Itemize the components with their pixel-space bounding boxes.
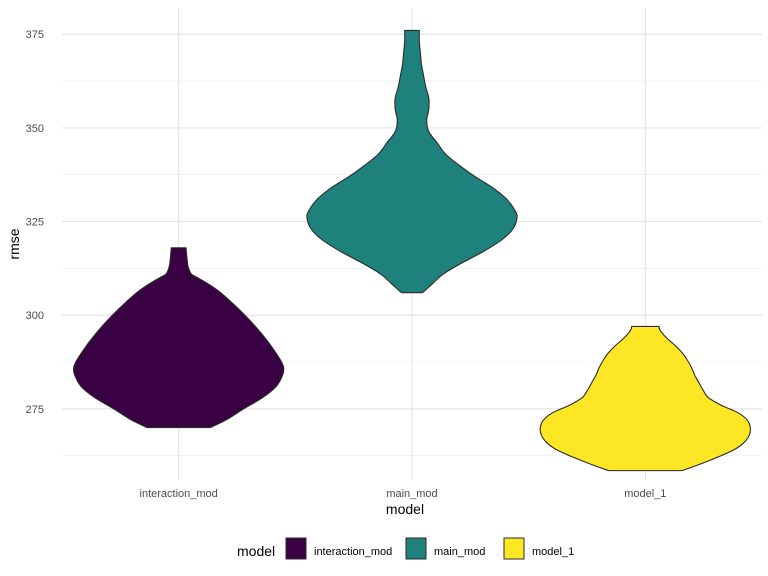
legend-label: main_mod (434, 546, 485, 558)
y-tick-label: 275 (26, 404, 44, 416)
legend-key-model_1 (503, 537, 525, 560)
legend-label: interaction_mod (314, 546, 392, 558)
x-axis-ticks: interaction_mod main_mod model_1 (140, 488, 667, 500)
legend-key-interaction_mod (285, 537, 307, 560)
legend-label: model_1 (532, 546, 574, 558)
legend-title: model (237, 543, 275, 559)
y-tick-label: 375 (26, 29, 44, 41)
violin-main_mod (306, 29, 518, 294)
violin-interaction_mod (72, 247, 285, 429)
x-tick-label: main_mod (386, 488, 437, 500)
y-axis-ticks: 275 300 325 350 375 (26, 29, 44, 416)
legend-key-main_mod (405, 537, 427, 560)
y-tick-label: 325 (26, 217, 44, 229)
violin-model_1 (539, 325, 752, 472)
violins (72, 29, 752, 472)
x-tick-label: interaction_mod (140, 488, 218, 500)
y-tick-label: 300 (26, 310, 44, 322)
x-axis-title: model (386, 501, 424, 517)
y-axis-title: rmse (6, 228, 22, 259)
x-tick-label: model_1 (624, 488, 666, 500)
legend: model interaction_mod main_mod model_1 (237, 537, 574, 560)
y-tick-label: 350 (26, 123, 44, 135)
